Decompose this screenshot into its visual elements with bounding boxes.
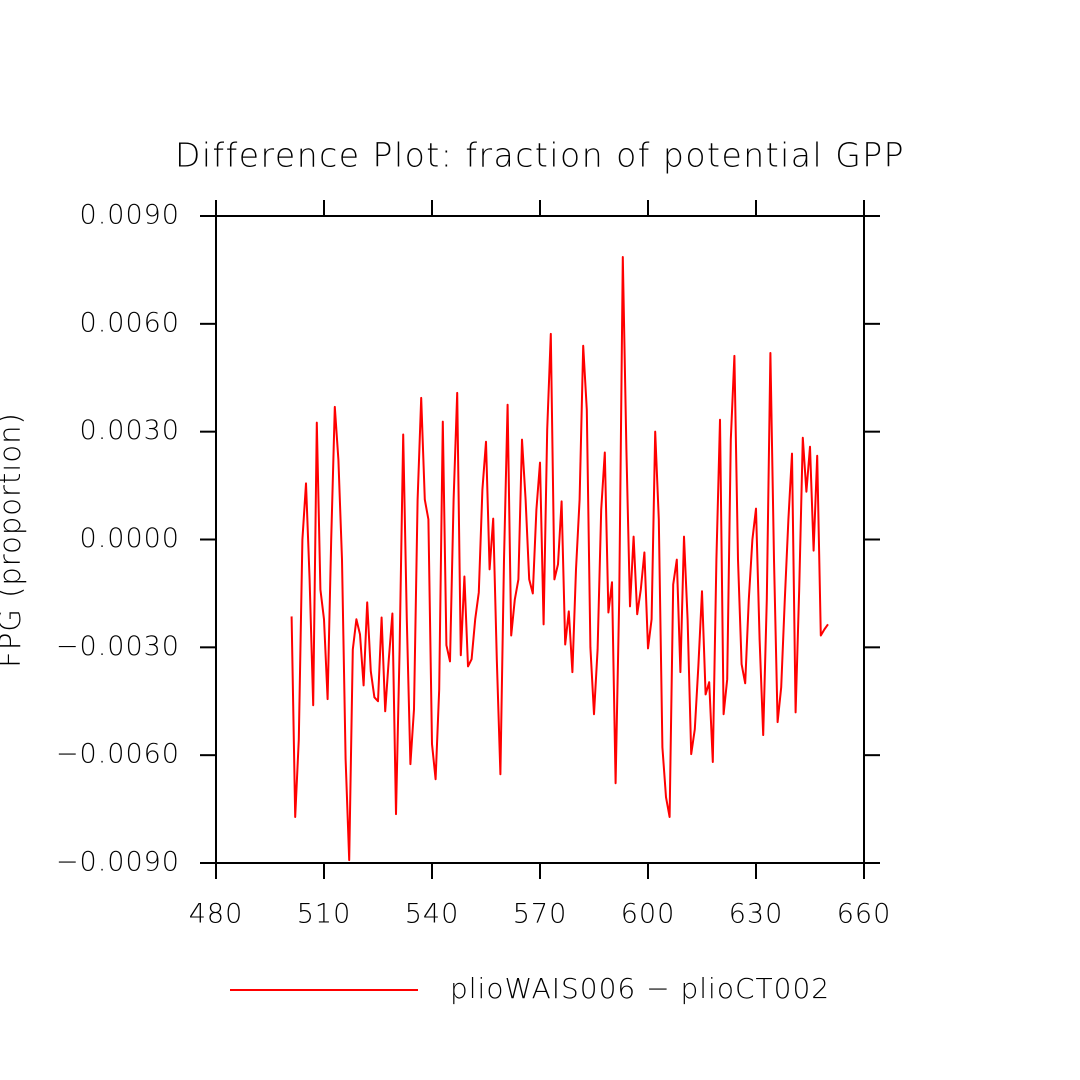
y-tick-label: −0.0060 bbox=[56, 739, 180, 770]
x-tick-label: 480 bbox=[189, 899, 244, 930]
data-line bbox=[290, 255, 829, 862]
x-tick-label: 540 bbox=[405, 899, 460, 930]
y-tick-label: 0.0030 bbox=[80, 415, 180, 446]
y-axis-label: FPG (proportion) bbox=[0, 412, 27, 668]
y-tick-label: −0.0030 bbox=[56, 631, 180, 662]
y-tick-label: −0.0090 bbox=[56, 847, 180, 878]
x-tick-label: 660 bbox=[837, 899, 892, 930]
legend-label: plioWAIS006 − plioCT002 bbox=[450, 972, 830, 1005]
y-tick-label: 0.0000 bbox=[80, 523, 180, 554]
y-tick-label: 0.0060 bbox=[80, 307, 180, 338]
x-tick-label: 570 bbox=[513, 899, 568, 930]
y-tick-label: 0.0090 bbox=[80, 200, 180, 231]
x-tick-label: 510 bbox=[297, 899, 352, 930]
x-tick-label: 600 bbox=[621, 899, 676, 930]
chart-title: Difference Plot: fraction of potential G… bbox=[175, 136, 905, 175]
x-tick-label: 630 bbox=[729, 899, 784, 930]
